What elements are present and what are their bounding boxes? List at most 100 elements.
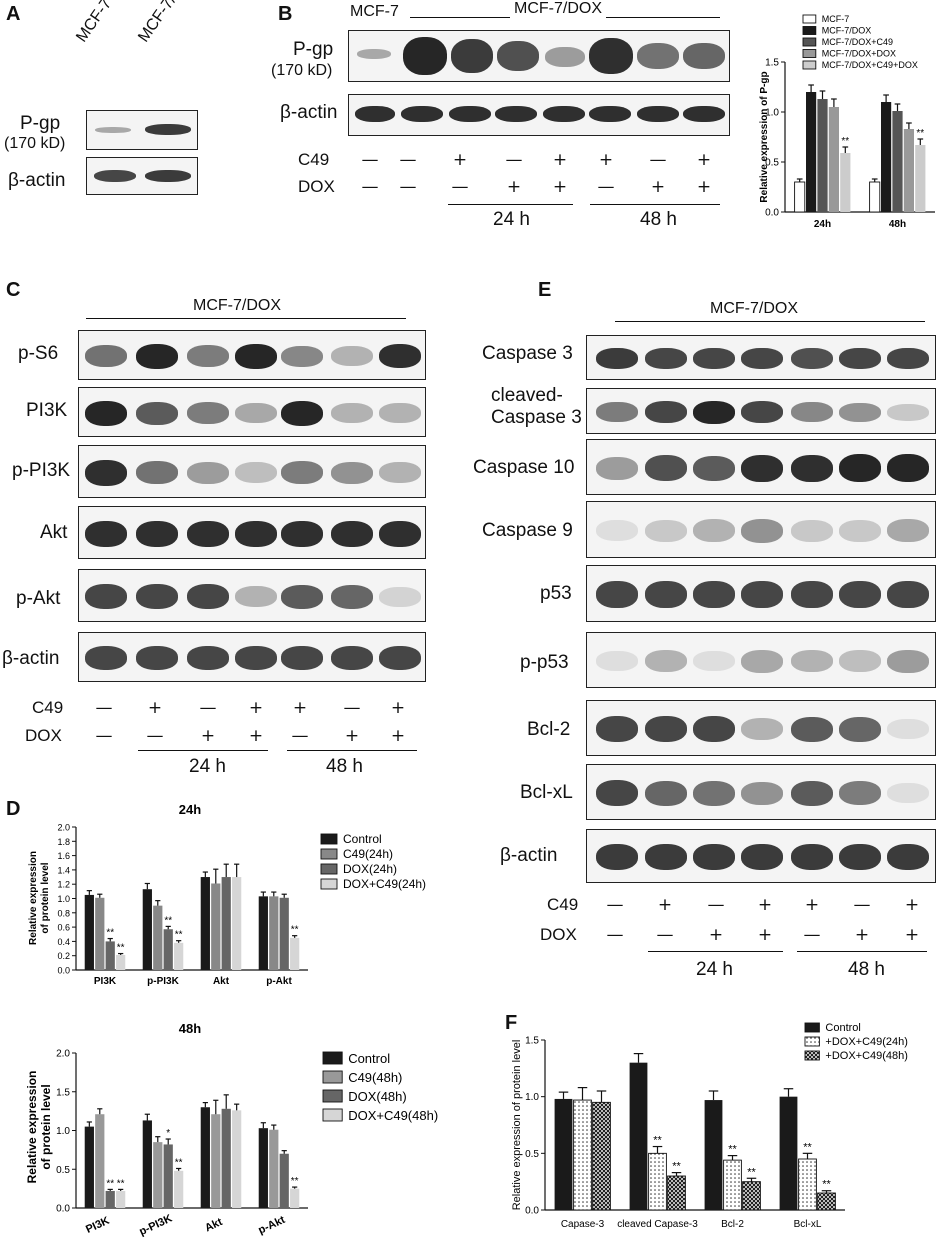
blot-band bbox=[645, 581, 687, 608]
significance-mark: ** bbox=[106, 1178, 114, 1189]
blot-band bbox=[839, 520, 881, 542]
blot-band bbox=[85, 401, 127, 426]
legend-swatch bbox=[802, 14, 817, 24]
y-axis-label: Relative expression of protein level bbox=[511, 1040, 523, 1211]
blot-band bbox=[741, 718, 783, 740]
legend-label: MCF-7/DOX+DOX bbox=[822, 49, 896, 59]
legend-label: C49(48h) bbox=[348, 1070, 402, 1085]
row-label-pgp: P-gp bbox=[20, 113, 61, 134]
blot-band bbox=[596, 402, 638, 422]
pgp-bar-chart: 0.00.51.01.5**24h**48hMCF-7MCF-7/DOXMCF-… bbox=[759, 14, 935, 230]
time-48h: 48 h bbox=[326, 756, 363, 777]
blot-a-pgp bbox=[86, 110, 198, 150]
blot-band bbox=[85, 521, 127, 547]
x-tick-label: Akt bbox=[213, 976, 230, 987]
blot-strip bbox=[586, 632, 936, 688]
significance-mark: ** bbox=[672, 1161, 681, 1173]
treatment-mark: — bbox=[361, 150, 379, 170]
blot-strip bbox=[586, 335, 936, 380]
y-axis-label: Relative expression of P-gp bbox=[759, 71, 770, 202]
blot-strip bbox=[586, 501, 936, 558]
blot-band bbox=[235, 462, 277, 483]
bracket-24h bbox=[448, 204, 573, 205]
bar bbox=[592, 1101, 611, 1211]
blot-band bbox=[379, 521, 421, 547]
row-label: Caspase 3 bbox=[491, 407, 582, 428]
treatment-mark: — bbox=[399, 150, 417, 170]
treatment-mark: + bbox=[598, 150, 614, 170]
y-axis-label: of protein level bbox=[39, 1084, 53, 1169]
bar bbox=[279, 1153, 289, 1208]
blot-strip bbox=[78, 569, 426, 622]
significance-mark: * bbox=[166, 1128, 170, 1139]
blot-band bbox=[887, 844, 929, 870]
x-tick-label: PI3K bbox=[94, 976, 117, 987]
blot-band bbox=[645, 348, 687, 369]
blot-band bbox=[235, 403, 277, 423]
blot-band bbox=[791, 520, 833, 542]
y-tick-label: 1.5 bbox=[56, 1087, 70, 1098]
legend-swatch bbox=[320, 878, 338, 890]
blot-band bbox=[839, 781, 881, 805]
legend-label: DOX+C49(24h) bbox=[343, 877, 426, 891]
treatment-mark: — bbox=[656, 925, 674, 945]
apoptosis-protein-chart: 0.0 0.5 1.0 1.5 Capase-3 ** ** cleaved Capase-3… bbox=[511, 1022, 908, 1230]
significance-mark: ** bbox=[653, 1135, 662, 1147]
treatment-mark: — bbox=[505, 150, 523, 170]
blot-band bbox=[791, 581, 833, 608]
treatment-mark: + bbox=[804, 895, 820, 915]
bar bbox=[142, 889, 152, 970]
blot-band bbox=[693, 456, 735, 481]
y-tick-label: 0.0 bbox=[525, 1206, 539, 1217]
row-label: Caspase 10 bbox=[473, 457, 575, 478]
treatment-mark: + bbox=[696, 177, 712, 197]
header-line bbox=[86, 318, 406, 319]
blot-band bbox=[791, 650, 833, 672]
treatment-mark: + bbox=[452, 150, 468, 170]
panel-label-d: D bbox=[6, 798, 21, 820]
blot-band bbox=[379, 646, 421, 670]
blot-strip bbox=[586, 764, 936, 820]
legend-swatch bbox=[804, 1022, 820, 1033]
x-tick-label: 48h bbox=[889, 219, 906, 230]
legend-label: DOX(48h) bbox=[348, 1089, 407, 1104]
blot-band bbox=[887, 519, 929, 542]
treatment-mark: + bbox=[552, 177, 568, 197]
row-label-actin: β-actin bbox=[8, 170, 66, 191]
panel-label-f: F bbox=[505, 1012, 518, 1034]
header-mcf7: MCF-7 bbox=[350, 3, 399, 20]
blot-band bbox=[331, 585, 373, 609]
y-tick-label: 0.4 bbox=[57, 937, 70, 947]
treatment-mark: + bbox=[650, 177, 666, 197]
blot-band bbox=[839, 717, 881, 742]
treatment-mark: + bbox=[344, 726, 360, 746]
legend-swatch bbox=[802, 60, 817, 70]
bar bbox=[153, 1142, 163, 1208]
x-tick-label: p-PI3K bbox=[147, 976, 179, 987]
bar bbox=[704, 1100, 723, 1210]
blot-strip bbox=[586, 388, 936, 434]
bar bbox=[211, 1114, 221, 1208]
row-label: p53 bbox=[540, 583, 572, 604]
legend-label: Control bbox=[825, 1022, 860, 1034]
treatment-mark: + bbox=[390, 698, 406, 718]
bar bbox=[869, 181, 881, 213]
legend-label: Control bbox=[348, 1051, 390, 1066]
bar bbox=[903, 129, 914, 212]
blot-band bbox=[281, 646, 323, 670]
row-label: PI3K bbox=[26, 400, 68, 421]
blot-band bbox=[645, 716, 687, 742]
legend-label: MCF-7/DOX+C49+DOX bbox=[822, 60, 918, 70]
blot-band bbox=[693, 651, 735, 671]
treatment-mark: — bbox=[199, 698, 217, 718]
bar bbox=[200, 877, 210, 970]
bar bbox=[779, 1096, 798, 1210]
bracket-48h bbox=[287, 750, 417, 751]
treatment-mark: + bbox=[200, 726, 216, 746]
y-tick-label: 0.2 bbox=[57, 951, 70, 961]
blot-band bbox=[281, 401, 323, 426]
treatment-mark: + bbox=[506, 177, 522, 197]
blot-band bbox=[596, 716, 638, 742]
panel-label-a: A bbox=[6, 3, 21, 25]
lane-label-mcf7: MCF-7 bbox=[73, 0, 116, 46]
